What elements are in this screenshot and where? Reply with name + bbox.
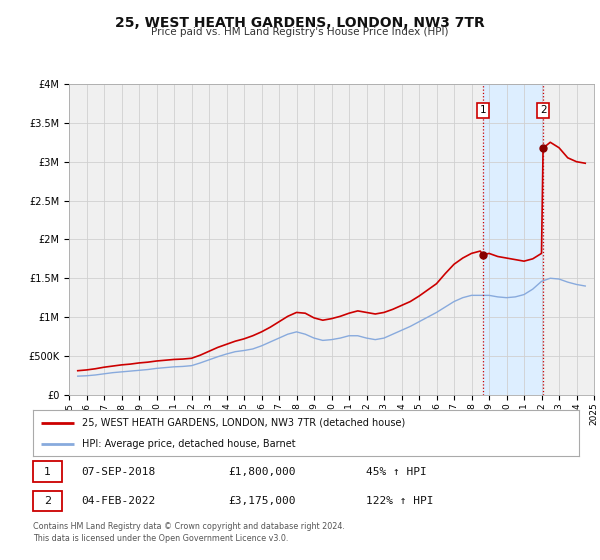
Text: 2: 2: [540, 105, 547, 115]
Text: 25, WEST HEATH GARDENS, LONDON, NW3 7TR (detached house): 25, WEST HEATH GARDENS, LONDON, NW3 7TR …: [82, 418, 406, 428]
Text: 1: 1: [44, 466, 51, 477]
Text: £3,175,000: £3,175,000: [228, 496, 296, 506]
Text: 04-FEB-2022: 04-FEB-2022: [81, 496, 155, 506]
Text: Price paid vs. HM Land Registry's House Price Index (HPI): Price paid vs. HM Land Registry's House …: [151, 27, 449, 37]
Text: 2: 2: [44, 496, 51, 506]
Text: HPI: Average price, detached house, Barnet: HPI: Average price, detached house, Barn…: [82, 439, 296, 449]
Text: 25, WEST HEATH GARDENS, LONDON, NW3 7TR: 25, WEST HEATH GARDENS, LONDON, NW3 7TR: [115, 16, 485, 30]
Text: Contains HM Land Registry data © Crown copyright and database right 2024.
This d: Contains HM Land Registry data © Crown c…: [33, 522, 345, 543]
Bar: [483, 84, 543, 395]
Text: 07-SEP-2018: 07-SEP-2018: [81, 466, 155, 477]
Text: £1,800,000: £1,800,000: [228, 466, 296, 477]
Text: 1: 1: [480, 105, 487, 115]
Text: 45% ↑ HPI: 45% ↑ HPI: [366, 466, 427, 477]
Text: 122% ↑ HPI: 122% ↑ HPI: [366, 496, 433, 506]
